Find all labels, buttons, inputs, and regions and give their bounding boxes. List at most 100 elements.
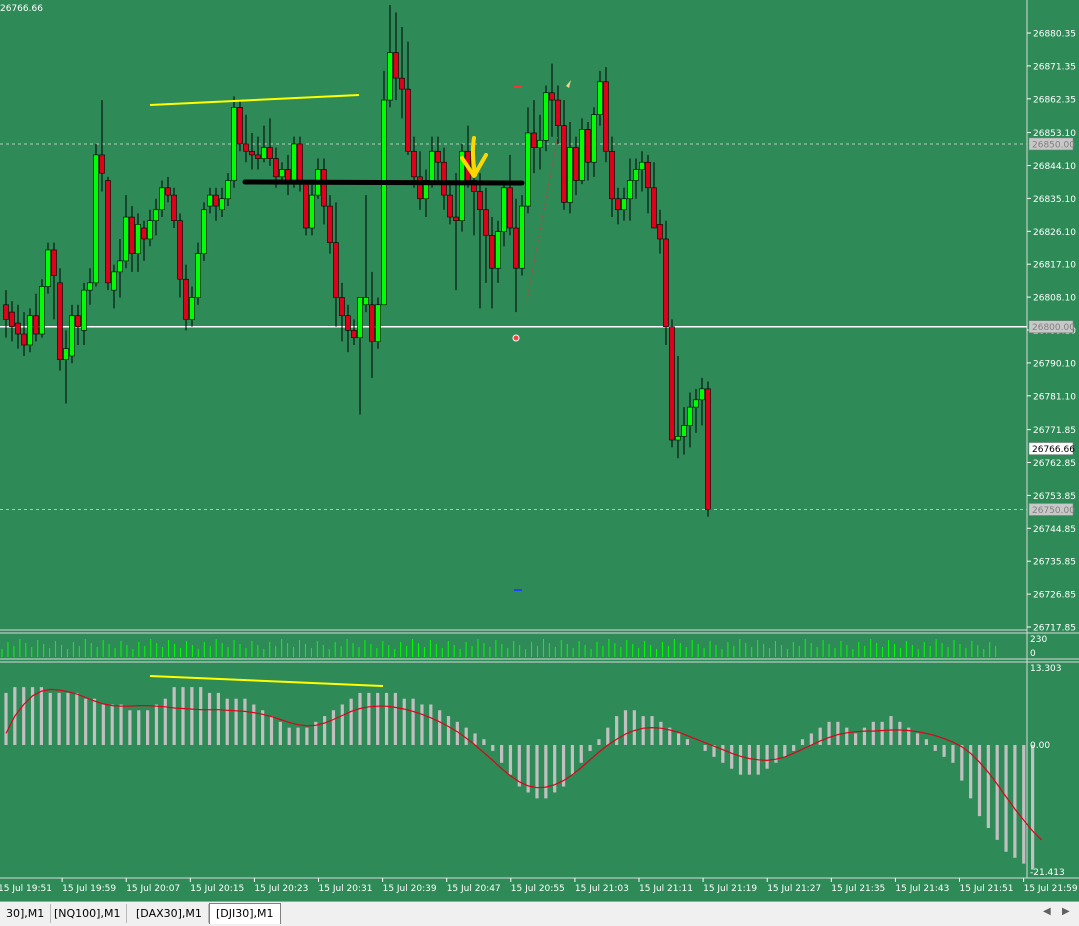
y-tick-label: 26771.85 [1033,426,1076,436]
y-tick-label: 26790.10 [1033,359,1076,369]
bull-candle [231,107,237,181]
bull-candle [219,198,225,211]
down-arrow-head-icon [460,153,488,178]
y-tick-label: 26880.35 [1033,30,1076,40]
tab-dji30[interactable]: [DJI30],M1 [209,903,281,924]
bear-candle [183,278,189,320]
bull-candle [597,81,603,115]
x-tick-label: 15 Jul 21:19 [703,884,757,894]
y-tick-label: 26744.85 [1033,525,1076,535]
bull-candle [195,253,201,298]
y-tick-label: 26835.10 [1033,195,1076,205]
x-tick-label: 15 Jul 21:03 [575,884,629,894]
bull-candle [153,209,159,222]
bear-candle [165,187,171,196]
bear-candle [513,227,519,269]
bear-candle [351,330,357,338]
x-tick-label: 15 Jul 21:27 [767,884,821,894]
bull-candle [135,224,141,254]
price-marker-label: 26766.66 [1032,445,1075,455]
bull-candle [111,271,117,291]
bull-candle [39,286,45,335]
bull-candle [309,194,315,229]
bull-candle [261,147,267,159]
bear-candle [9,311,15,328]
bear-candle [297,143,303,181]
bull-candle [579,129,585,181]
price-marker-box [1028,442,1074,455]
bear-candle [345,315,351,331]
bear-candle [99,154,105,174]
bull-candle [225,180,231,200]
price-marker-box [1028,503,1074,516]
bear-candle [303,183,309,229]
bull-candle [681,425,687,437]
yellow-trendline[interactable] [149,94,360,106]
bull-candle [621,198,627,211]
bear-candle [573,147,579,181]
bear-candle [417,176,423,200]
bear-candle [549,92,555,101]
tab-dax30[interactable]: [DAX30],M1 [130,904,209,923]
bull-candle [639,161,645,170]
bull-candle [381,99,387,306]
bull-candle [123,216,129,262]
bull-candle [69,315,75,357]
bear-candle [213,194,219,207]
bear-candle [507,187,513,229]
bull-candle [147,220,153,240]
bear-candle [489,235,495,269]
tab-nq100[interactable]: [NQ100],M1 [48,904,128,923]
tab-us30[interactable]: 30],M1 [0,904,52,923]
bull-candle [567,147,573,203]
x-tick-label: 15 Jul 20:23 [254,884,308,894]
bear-candle [75,315,81,328]
top-left-price-label: 26766.66 [0,4,43,14]
bear-candle [477,191,483,211]
time-axis: 15 Jul 19:51 15 Jul 19:59 15 Jul 20:07 15 J… [0,878,1078,894]
price-chart[interactable]: 26880.35 26871.35 26862.35 26853.10 26844.10… [0,0,1079,901]
bear-candle [705,388,711,510]
bear-candle [21,333,27,346]
scroll-left-icon[interactable]: ◀ [1043,906,1051,917]
bull-candle [543,92,549,141]
bear-candle [615,198,621,211]
bull-candle [495,231,501,269]
bear-candle [267,147,273,159]
y-tick-label: 26717.85 [1033,624,1076,634]
bear-candle [369,304,375,342]
bear-candle [105,180,111,284]
bear-candle [453,216,459,222]
volume-min-label: 0 [1030,649,1036,659]
bear-candle [15,322,21,335]
x-tick-label: 15 Jul 20:55 [511,884,565,894]
down-arrow-icon [470,136,477,177]
bear-candle [333,242,339,298]
bear-candle [177,220,183,280]
bear-candle [399,77,405,90]
x-tick-label: 15 Jul 20:15 [190,884,244,894]
x-tick-label: 15 Jul 20:39 [383,884,437,894]
price-marker-label: 26850.00 [1032,140,1075,150]
bull-candle [429,150,435,181]
bull-candle [279,169,285,178]
price-marker-label: 26800.00 [1032,323,1075,333]
bear-candle [327,205,333,243]
y-tick-label: 26853.10 [1033,129,1076,139]
oscillator-trendline[interactable] [149,675,384,687]
y-tick-label: 26817.10 [1033,261,1076,271]
scroll-right-icon[interactable]: ▶ [1062,906,1070,917]
bear-candle [585,129,591,163]
bull-candle [519,205,525,269]
x-tick-label: 15 Jul 21:43 [895,884,949,894]
bull-candle [291,143,297,181]
annotations [149,80,571,591]
support-line[interactable] [242,179,525,186]
bear-candle [243,143,249,152]
bull-candle [159,187,165,211]
bear-candle [651,187,657,229]
bear-candle [561,125,567,203]
bear-candle [3,304,9,320]
